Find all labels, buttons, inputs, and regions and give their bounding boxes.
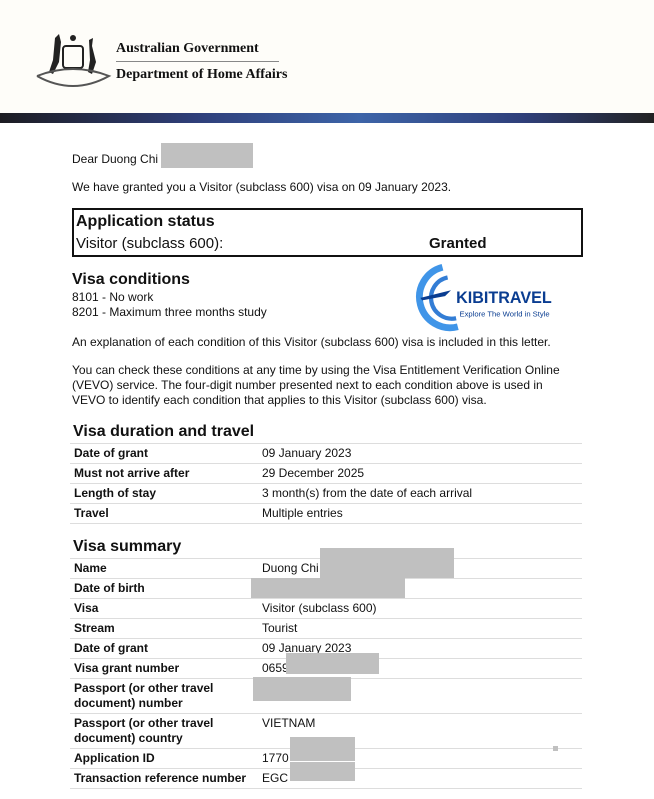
duration-table: Date of grant 09 January 2023 Must not ar… xyxy=(70,443,582,524)
summary-title: Visa summary xyxy=(73,538,182,555)
table-row: Must not arrive after 29 December 2025 xyxy=(70,464,582,484)
kibitravel-watermark: KIBITRAVEL Explore The World in Style xyxy=(416,263,552,332)
intro-text: We have granted you a Visitor (subclass … xyxy=(72,180,452,194)
header-rule xyxy=(116,61,279,62)
row-label: Length of stay xyxy=(74,486,157,500)
table-row: Travel Multiple entries xyxy=(70,504,582,524)
row-value: Visitor (subclass 600) xyxy=(262,601,377,615)
status-label: Visitor (subclass 600): xyxy=(76,235,224,252)
table-row: Transaction reference number EGC xyxy=(70,769,582,789)
vevo-text: (VEVO) service. The four-digit number pr… xyxy=(72,378,543,392)
coat-of-arms-icon xyxy=(36,34,112,87)
greeting: Dear Duong Chi xyxy=(72,152,159,166)
vevo-text: VEVO to identify each condition that app… xyxy=(72,393,487,407)
row-label: Visa xyxy=(74,601,99,615)
table-row: Date of grant 09 January 2023 xyxy=(70,444,582,464)
redaction xyxy=(320,548,454,578)
letterhead: Australian Government Department of Home… xyxy=(0,0,654,113)
row-value: VIETNAM xyxy=(262,716,316,730)
redaction xyxy=(286,653,379,674)
row-value: 3 month(s) from the date of each arrival xyxy=(262,486,473,500)
table-row: Passport (or other travel document) numb… xyxy=(70,679,582,714)
conditions-title: Visa conditions xyxy=(72,271,190,288)
redaction xyxy=(290,762,355,781)
department-name: Department of Home Affairs xyxy=(116,67,288,82)
status-title: Application status xyxy=(76,213,215,230)
condition-item: 8201 - Maximum three months study xyxy=(72,305,267,319)
table-row: Length of stay 3 month(s) from the date o… xyxy=(70,484,582,504)
row-label: Passport (or other travel document) coun… xyxy=(74,716,214,745)
row-value: 0659 xyxy=(262,661,289,675)
row-label: Visa grant number xyxy=(74,661,180,675)
row-value: 09 January 2023 xyxy=(262,446,352,460)
watermark-tagline: Explore The World in Style xyxy=(460,310,550,319)
table-row: Stream Tourist xyxy=(70,619,582,639)
row-value: 09 January 2023 xyxy=(262,641,352,655)
row-label: Transaction reference number xyxy=(74,771,247,785)
redaction xyxy=(553,746,558,751)
redaction xyxy=(161,143,253,168)
condition-item: 8101 - No work xyxy=(72,290,154,304)
status-value: Granted xyxy=(429,235,487,252)
vevo-text: You can check these conditions at any ti… xyxy=(72,363,560,377)
application-status-box: Application status Visitor (subclass 600… xyxy=(72,208,583,257)
duration-title: Visa duration and travel xyxy=(73,423,255,440)
row-value: 1770 xyxy=(262,751,289,765)
row-label: Passport (or other travel document) numb… xyxy=(74,681,214,710)
table-row: Date of birth xyxy=(70,579,582,599)
conditions-explanation: An explanation of each condition of this… xyxy=(72,335,551,349)
redaction xyxy=(290,737,355,761)
row-label: Name xyxy=(74,561,107,575)
row-label: Application ID xyxy=(74,751,155,765)
redaction xyxy=(251,578,405,598)
row-value: Multiple entries xyxy=(262,506,343,520)
row-label: Stream xyxy=(74,621,115,635)
header-band xyxy=(0,113,654,123)
redaction xyxy=(253,677,351,701)
watermark-brand: KIBITRAVEL xyxy=(456,289,552,307)
row-label: Travel xyxy=(74,506,109,520)
table-row: Visa Visitor (subclass 600) xyxy=(70,599,582,619)
row-value: Tourist xyxy=(262,621,298,635)
row-value: Duong Chi xyxy=(262,561,319,575)
row-label: Date of grant xyxy=(74,641,149,655)
row-label: Date of birth xyxy=(74,581,145,595)
gov-name: Australian Government xyxy=(116,41,259,56)
row-label: Date of grant xyxy=(74,446,149,460)
row-value: EGC xyxy=(262,771,289,785)
row-label: Must not arrive after xyxy=(74,466,190,480)
row-value: 29 December 2025 xyxy=(262,466,365,480)
